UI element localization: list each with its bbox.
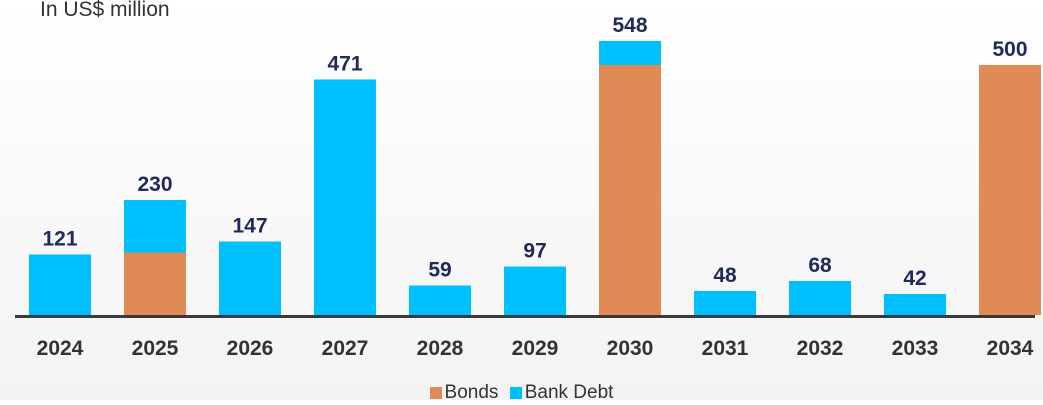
- legend-swatch-bonds: [429, 387, 442, 399]
- bar-bank-debt-2032: [789, 281, 851, 315]
- data-label-2032: 68: [808, 254, 832, 277]
- data-label-2029: 97: [523, 240, 546, 263]
- bar-bonds-2034: [979, 65, 1041, 315]
- x-tick-label-2032: 2032: [797, 337, 844, 360]
- data-label-2028: 59: [428, 259, 451, 282]
- bar-bank-debt-2024: [29, 254, 91, 315]
- bar-bank-debt-2031: [694, 291, 756, 315]
- bar-bank-debt-2029: [504, 266, 566, 315]
- bar-bank-debt-2030: [599, 41, 661, 65]
- legend-label-bank-debt: Bank Debt: [524, 382, 614, 403]
- data-label-2024: 121: [42, 228, 77, 251]
- bar-bank-debt-2026: [219, 241, 281, 315]
- data-label-2033: 42: [903, 267, 926, 290]
- data-label-2030: 548: [612, 14, 647, 37]
- bar-bank-debt-2033: [884, 294, 946, 315]
- x-tick-label-2025: 2025: [132, 337, 179, 360]
- data-label-2025: 230: [137, 173, 172, 196]
- x-tick-label-2027: 2027: [322, 337, 369, 360]
- x-tick-label-2029: 2029: [512, 337, 559, 360]
- bar-bank-debt-2027: [314, 79, 376, 315]
- chart-legend: Bonds Bank Debt: [0, 382, 1043, 405]
- bar-bank-debt-2025: [124, 200, 186, 253]
- legend-label-bonds: Bonds: [444, 382, 499, 403]
- x-tick-label-2030: 2030: [607, 337, 654, 360]
- x-tick-label-2034: 2034: [987, 337, 1034, 360]
- legend-swatch-bank-debt: [509, 387, 522, 399]
- bar-bonds-2030: [599, 65, 661, 315]
- x-tick-label-2026: 2026: [227, 337, 274, 360]
- data-label-2027: 471: [327, 53, 362, 76]
- data-label-2031: 48: [713, 264, 737, 287]
- data-label-2034: 500: [992, 38, 1027, 61]
- x-tick-label-2028: 2028: [417, 337, 464, 360]
- x-tick-label-2033: 2033: [892, 337, 939, 360]
- chart-subtitle: In US$ million: [40, 0, 170, 21]
- x-tick-label-2031: 2031: [702, 337, 749, 360]
- bar-bank-debt-2028: [409, 285, 471, 315]
- bar-bonds-2025: [124, 252, 186, 315]
- data-label-2026: 147: [232, 215, 267, 238]
- legend-item-bank-debt: Bank Debt: [509, 382, 614, 404]
- legend-item-bonds: Bonds: [429, 382, 499, 404]
- x-tick-label-2024: 2024: [37, 337, 84, 360]
